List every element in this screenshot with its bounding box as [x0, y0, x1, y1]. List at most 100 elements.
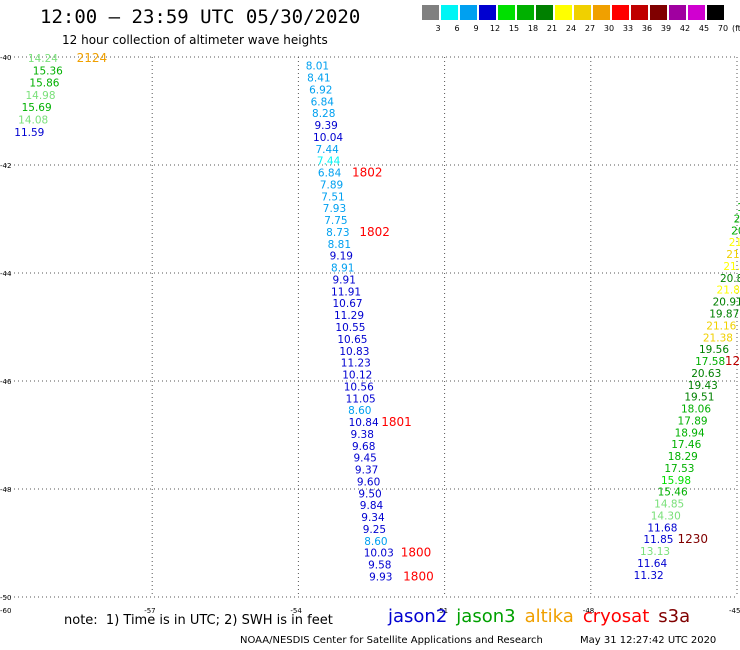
color-scale-label: 45	[698, 24, 710, 33]
color-swatch	[555, 5, 572, 20]
wave-height-reading: 7.89	[320, 179, 343, 191]
wave-height-reading: 15.98	[661, 475, 691, 487]
satellite-legend: jason2 jason3 altika cryosat s3a	[388, 606, 699, 627]
wave-height-reading: 15.69	[22, 102, 52, 114]
wave-height-reading: 14.30	[651, 510, 681, 522]
color-scale-unit: (ft)	[732, 24, 740, 33]
wave-height-reading: 11.91	[331, 286, 361, 298]
wave-height-reading: 15.36	[33, 66, 63, 78]
wave-height-reading: 9.91	[333, 274, 356, 286]
wave-height-reading: 7.93	[323, 203, 346, 215]
wave-height-reading: 19.87	[709, 309, 739, 321]
wave-height-reading: 9.34	[361, 512, 385, 524]
wave-height-reading: 9.50	[358, 488, 381, 500]
wave-height-reading: 17.58	[695, 356, 725, 368]
latitude-tick-label: -48	[0, 486, 11, 494]
wave-height-reading: 9.60	[357, 476, 380, 488]
wave-height-reading: 17.46	[671, 439, 701, 451]
wave-height-reading: 11.59	[14, 127, 44, 139]
wave-height-reading: 9.38	[351, 429, 374, 441]
wave-height-reading: 18.06	[681, 404, 711, 416]
longitude-tick-label: -45	[729, 607, 740, 615]
wave-height-reading: 9.58	[368, 560, 391, 572]
wave-height-reading: 20.	[731, 225, 740, 237]
wave-height-reading: 20	[734, 213, 740, 225]
wave-height-reading: 19	[737, 202, 740, 214]
wave-height-reading: 14.08	[18, 115, 48, 127]
wave-height-reading: 9.84	[360, 500, 384, 512]
wave-height-reading: 15.86	[29, 77, 59, 89]
longitude-tick-label: -54	[290, 607, 302, 615]
latitude-tick-label: -46	[0, 378, 12, 386]
wave-height-reading: 8.81	[328, 239, 351, 251]
color-scale-label: 15	[508, 24, 520, 33]
wave-height-reading: 8.01	[306, 61, 329, 73]
wave-height-reading: 15.46	[658, 487, 688, 499]
color-scale-label: 70	[717, 24, 729, 33]
wave-height-reading: 19.51	[684, 392, 714, 404]
wave-height-reading: 10.67	[333, 298, 363, 310]
color-swatch	[517, 5, 534, 20]
wave-height-reading: 11.23	[341, 358, 371, 370]
color-scale-label: 42	[679, 24, 691, 33]
wave-height-reading: 8.60	[364, 536, 387, 548]
wave-height-reading: 13.13	[640, 546, 670, 558]
wave-height-reading: 7.44	[317, 156, 341, 168]
wave-height-reading: 9.37	[355, 465, 378, 477]
latitude-tick-label: -44	[0, 270, 12, 278]
wave-height-reading: 10.04	[313, 132, 343, 144]
credit-line: NOAA/NESDIS Center for Satellite Applica…	[240, 635, 543, 646]
wave-height-reading: 19.56	[699, 344, 729, 356]
wave-height-reading: 7.51	[321, 191, 344, 203]
wave-height-reading: 11.05	[346, 393, 376, 405]
wave-height-reading: 8.73	[326, 227, 349, 239]
color-scale-label: 24	[565, 24, 577, 33]
wave-height-reading: 9.68	[352, 441, 375, 453]
color-scale-label: 6	[454, 24, 460, 33]
wave-height-reading: 10.03	[364, 548, 394, 560]
color-scale-label: 39	[660, 24, 672, 33]
color-swatch	[612, 5, 629, 20]
wave-height-reading: 18.94	[675, 427, 705, 439]
satellite-altika: altika	[524, 606, 574, 627]
pass-time-label: 1802	[359, 225, 390, 239]
wave-height-reading: 21.40	[723, 261, 740, 273]
wave-height-reading: 9.39	[314, 120, 337, 132]
wave-height-reading: 14.98	[25, 90, 55, 102]
color-swatch	[574, 5, 591, 20]
wave-height-reading: 14.24	[28, 53, 58, 65]
wave-height-reading: 21.4	[729, 237, 740, 249]
wave-height-reading: 18.29	[668, 451, 698, 463]
color-swatch	[688, 5, 705, 20]
color-scale-label: 27	[584, 24, 596, 33]
wave-height-reading: 8.41	[307, 73, 330, 85]
color-scale-label: 3	[435, 24, 441, 33]
longitude-tick-label: -51	[437, 607, 448, 615]
color-swatch	[650, 5, 667, 20]
latitude-tick-label: -42	[0, 162, 11, 170]
pass-time-label: 1230	[678, 532, 709, 546]
satellite-jason2: jason2	[388, 606, 448, 627]
wave-height-reading: 9.25	[363, 524, 386, 536]
page-title: 12:00 – 23:59 UTC 05/30/2020	[40, 6, 361, 28]
wave-height-reading: 9.19	[330, 251, 353, 263]
satellite-cryosat: cryosat	[582, 606, 650, 627]
color-scale-label: 12	[489, 24, 501, 33]
wave-height-reading: 11.68	[647, 522, 677, 534]
wave-height-reading: 10.84	[349, 417, 379, 429]
color-swatch	[460, 5, 477, 20]
satellite-jason3: jason3	[456, 606, 516, 627]
pass-time-label: 1800	[401, 546, 432, 560]
color-scale-label: 18	[527, 24, 539, 33]
wave-height-reading: 19.43	[688, 380, 718, 392]
wave-height-reading: 11.29	[334, 310, 364, 322]
wave-height-reading: 21.8	[726, 249, 740, 261]
wave-height-reading: 11.32	[634, 570, 664, 582]
generated-timestamp: May 31 12:27:42 UTC 2020	[580, 635, 717, 646]
color-swatch	[498, 5, 515, 20]
wave-height-reading: 8.28	[312, 108, 335, 120]
color-swatch	[422, 5, 439, 20]
wave-height-reading: 6.84	[318, 168, 342, 180]
longitude-tick-label: -48	[583, 607, 594, 615]
